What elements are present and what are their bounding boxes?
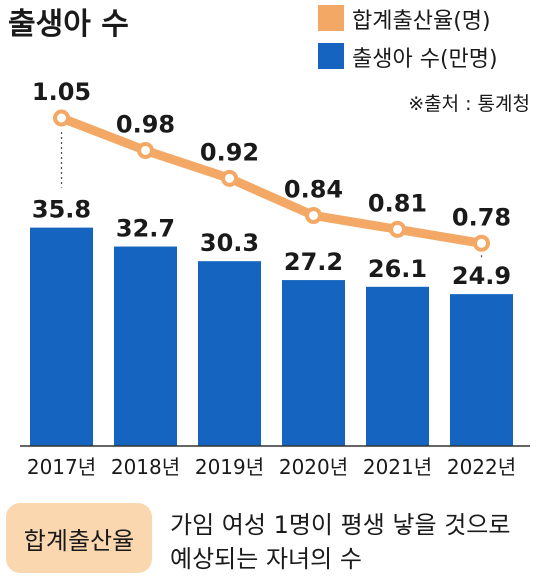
- x-axis: 2017년 2018년 2019년 2020년 2021년 2022년: [20, 445, 530, 479]
- bars-layer: 35.8 32.7 30.3 27.2 26.1 24.9: [30, 196, 513, 446]
- rate-point-5: [473, 234, 490, 252]
- bar-label-2: 30.3: [200, 229, 259, 257]
- x-tick-label-0: 2017년: [27, 455, 96, 479]
- legend-label-line: 합계출산율(명): [352, 9, 491, 34]
- x-tick-label-3: 2020년: [279, 455, 348, 479]
- x-tick-label-5: 2022년: [447, 455, 516, 479]
- definition-term-badge: 합계출산율: [6, 503, 152, 573]
- bar-label-3: 27.2: [284, 248, 343, 276]
- bar-3: [282, 280, 345, 446]
- rate-point-3: [305, 206, 322, 224]
- legend: 합계출산율(명) 출생아 수(만명): [318, 5, 498, 72]
- rate-label-0: 1.05: [32, 78, 91, 106]
- legend-swatch-line: [318, 5, 344, 31]
- rate-label-3: 0.84: [284, 175, 343, 203]
- bar-0: [30, 227, 93, 446]
- bar-1: [114, 246, 177, 446]
- rate-point-2: [221, 169, 238, 187]
- x-tick-label-1: 2018년: [111, 455, 180, 479]
- x-tick-label-2: 2019년: [195, 455, 264, 479]
- definition-line-2: 예상되는 자녀의 수: [170, 545, 362, 573]
- rate-line: [57, 113, 486, 248]
- bar-4: [366, 286, 429, 446]
- bar-label-4: 26.1: [368, 255, 427, 283]
- rate-point-4: [389, 220, 406, 238]
- x-tick-label-4: 2021년: [363, 455, 432, 479]
- rate-point-1: [137, 141, 154, 159]
- legend-swatch-bar: [318, 43, 344, 69]
- bar-2: [198, 261, 261, 446]
- rate-label-4: 0.81: [368, 189, 427, 217]
- definition-text: 가임 여성 1명이 평생 낳을 것으로 예상되는 자녀의 수: [170, 508, 530, 576]
- rate-label-2: 0.92: [200, 138, 259, 166]
- bar-label-5: 24.9: [452, 262, 511, 290]
- chart-title: 출생아 수: [8, 7, 129, 42]
- bar-label-0: 35.8: [32, 196, 91, 224]
- bar-5: [450, 294, 513, 446]
- bar-label-1: 32.7: [116, 215, 175, 243]
- rate-label-1: 0.98: [116, 110, 175, 138]
- rate-label-5: 0.78: [452, 203, 511, 231]
- definition-line-1: 가임 여성 1명이 평생 낳을 것으로: [170, 511, 511, 539]
- rate-point-0: [53, 109, 70, 127]
- legend-label-bar: 출생아 수(만명): [352, 47, 498, 72]
- line-layer: 1.05 0.98 0.92 0.84 0.81 0.78: [32, 78, 511, 258]
- source-note: ※출처 : 통계청: [408, 93, 530, 115]
- definition-term: 합계출산율: [23, 526, 135, 555]
- chart-figure: 출생아 수 합계출산율(명) 출생아 수(만명) ※출처 : 통계청 35.83…: [8, 5, 530, 479]
